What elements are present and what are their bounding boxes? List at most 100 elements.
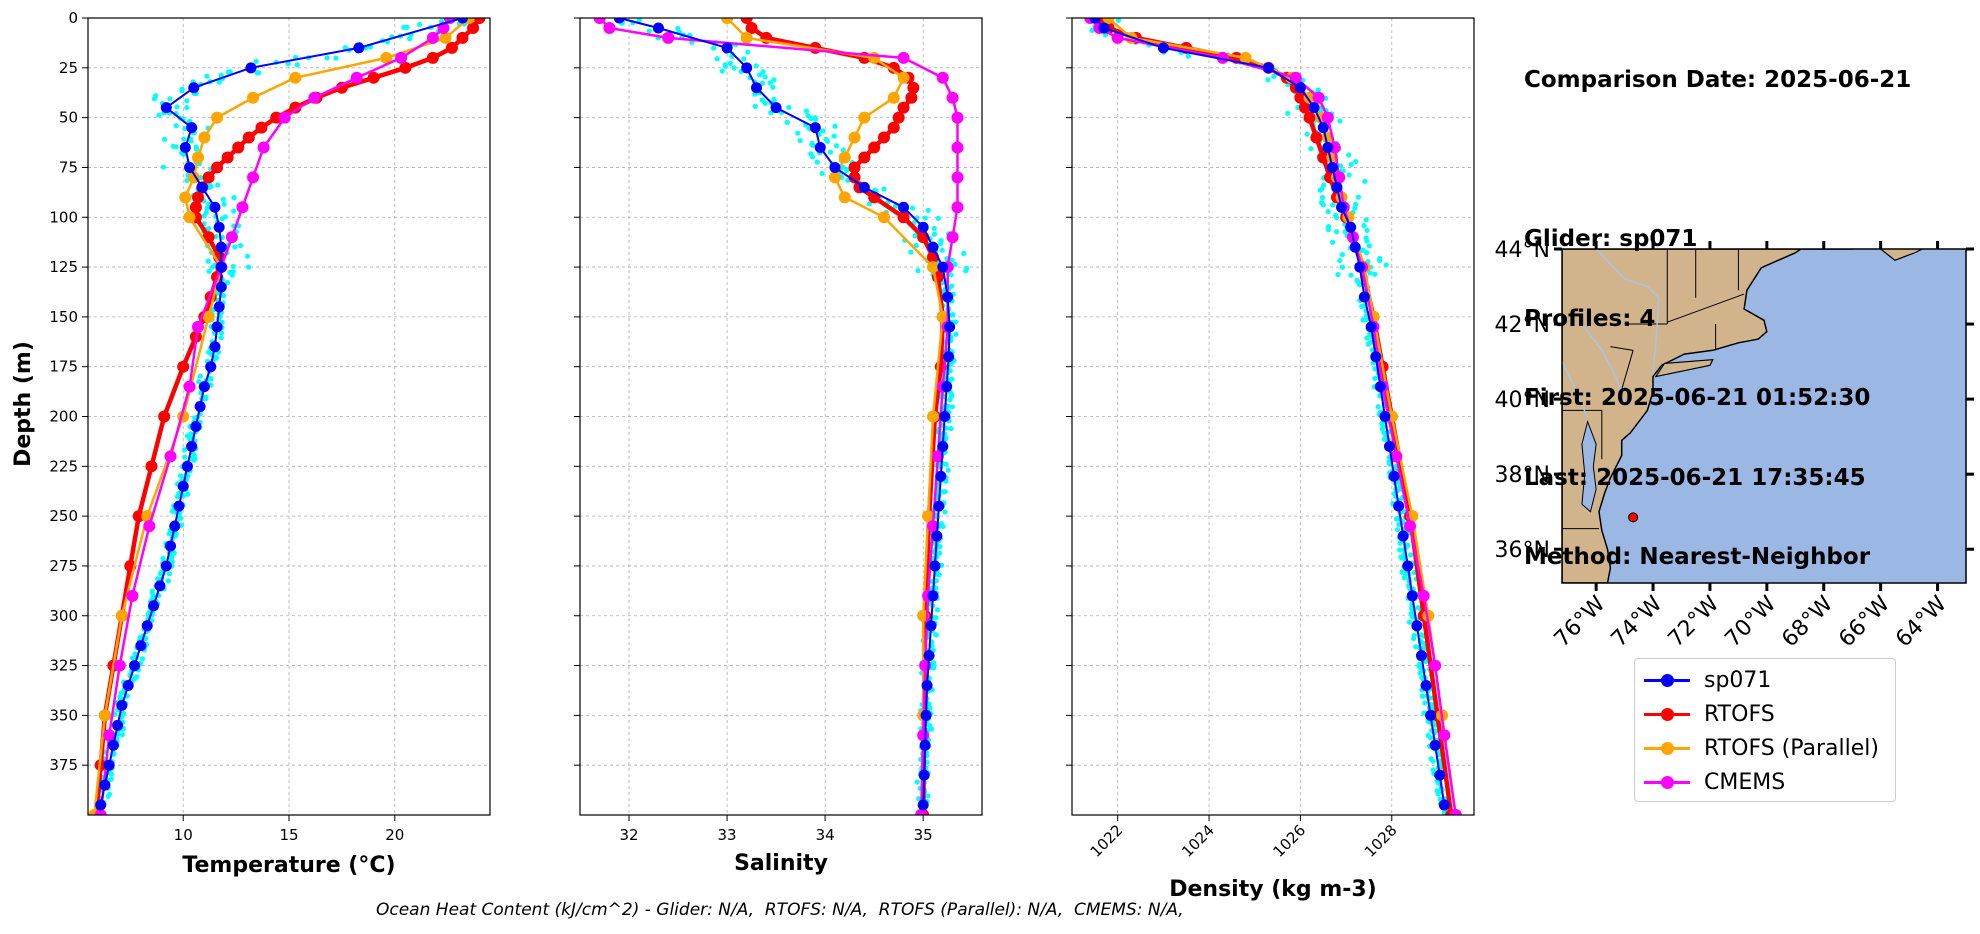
series-point	[1374, 381, 1386, 393]
raw-profile-point	[808, 115, 814, 122]
series-point	[209, 201, 221, 213]
series-point	[1317, 122, 1329, 134]
series-point	[593, 18, 606, 24]
raw-profile-point	[245, 264, 252, 270]
series-point	[1383, 440, 1395, 452]
legend-swatch	[1644, 741, 1690, 755]
raw-profile-point	[933, 578, 940, 584]
raw-profile-point	[933, 632, 939, 638]
raw-profile-point	[945, 403, 951, 409]
raw-profile-point	[922, 215, 928, 221]
series-point	[1308, 102, 1320, 114]
series-point	[603, 21, 616, 34]
info-line: First: 2025-06-21 01:52:30	[1524, 385, 1871, 411]
series-point	[211, 161, 224, 174]
raw-profile-point	[231, 208, 237, 214]
series-point	[148, 600, 160, 612]
y-tick-label: 275	[49, 557, 78, 575]
raw-profile-point	[953, 319, 959, 325]
series-point	[1358, 291, 1370, 303]
series-point	[946, 91, 959, 104]
depth-axis-label: Depth (m)	[11, 341, 36, 467]
series-point	[1417, 589, 1430, 602]
raw-profile-point	[1334, 215, 1340, 221]
series-point	[192, 320, 205, 333]
legend-item-rtofs: RTOFS	[1635, 697, 1775, 731]
series-point	[923, 650, 935, 662]
raw-profile-point	[947, 368, 953, 374]
raw-profile-point	[179, 86, 185, 92]
long-island	[1654, 359, 1714, 378]
raw-profile-point	[1185, 53, 1191, 59]
raw-profile-point	[1422, 700, 1428, 706]
raw-profile-point	[182, 126, 188, 132]
raw-profile-point	[915, 268, 921, 274]
raw-profile-point	[881, 186, 887, 192]
legend-swatch	[1644, 775, 1690, 789]
lon-tick-label: 74°W	[1607, 591, 1668, 652]
raw-profile-point	[831, 133, 837, 139]
raw-profile-point	[203, 394, 209, 400]
raw-profile-point	[940, 523, 946, 530]
lon-tick-label: 66°W	[1834, 591, 1895, 652]
raw-profile-point	[757, 72, 763, 78]
series-point	[1331, 181, 1343, 193]
series-point	[937, 261, 949, 273]
ocean-heat-content-caption: Ocean Heat Content (kJ/cm^2) - Glider: N…	[376, 900, 1184, 920]
raw-profile-point	[814, 159, 820, 165]
raw-profile-point	[1363, 235, 1369, 241]
series-point	[278, 111, 291, 124]
raw-profile-point	[167, 96, 173, 102]
raw-profile-point	[833, 143, 840, 149]
raw-profile-point	[771, 77, 777, 83]
series-point	[933, 500, 945, 512]
raw-profile-point	[935, 215, 941, 221]
raw-profile-point	[797, 137, 803, 144]
info-line: Method: Nearest-Neighbor	[1524, 544, 1871, 570]
x-tick-label: 32	[619, 826, 638, 844]
raw-profile-point	[949, 283, 955, 289]
series-point	[211, 111, 224, 124]
series-point	[897, 71, 910, 84]
raw-profile-point	[221, 201, 227, 207]
raw-profile-point	[759, 97, 765, 103]
raw-profile-point	[795, 130, 801, 136]
raw-profile-point	[1372, 375, 1378, 382]
series-point	[1216, 51, 1229, 64]
series-point	[927, 241, 939, 253]
series-point	[399, 61, 412, 74]
series-point	[1379, 411, 1391, 422]
series-point	[897, 51, 910, 64]
raw-profile-point	[1355, 194, 1362, 200]
x-axis-label: Density (kg m-3)	[1169, 877, 1377, 902]
raw-profile-point	[213, 233, 219, 240]
series-point	[922, 510, 935, 523]
series-point	[135, 640, 147, 652]
series-point	[917, 221, 929, 233]
y-tick-label: 125	[49, 258, 78, 276]
raw-profile-point	[1372, 271, 1378, 277]
raw-profile-point	[866, 201, 872, 207]
series-point	[1322, 142, 1334, 154]
lon-tick-label: 70°W	[1720, 591, 1781, 652]
raw-profile-point	[215, 182, 221, 188]
series-point	[426, 31, 439, 44]
lon-tick-label: 72°W	[1664, 591, 1725, 652]
series-point	[1294, 82, 1306, 94]
x-axis-label: Salinity	[734, 851, 828, 876]
raw-profile-point	[840, 147, 846, 153]
state-border	[1610, 346, 1634, 351]
series-point	[192, 151, 205, 164]
raw-profile-point	[132, 651, 138, 657]
raw-profile-point	[1330, 239, 1336, 245]
series-point	[944, 321, 956, 333]
lat-tick-label: 36°N	[1495, 538, 1550, 563]
series-point	[858, 111, 871, 124]
series-point	[927, 590, 939, 602]
raw-profile-point	[1383, 262, 1389, 268]
series-point	[1102, 18, 1115, 24]
plot-area	[88, 18, 486, 815]
series-point	[186, 122, 198, 134]
info-line	[1524, 147, 1911, 174]
y-tick-label: 175	[49, 358, 78, 376]
